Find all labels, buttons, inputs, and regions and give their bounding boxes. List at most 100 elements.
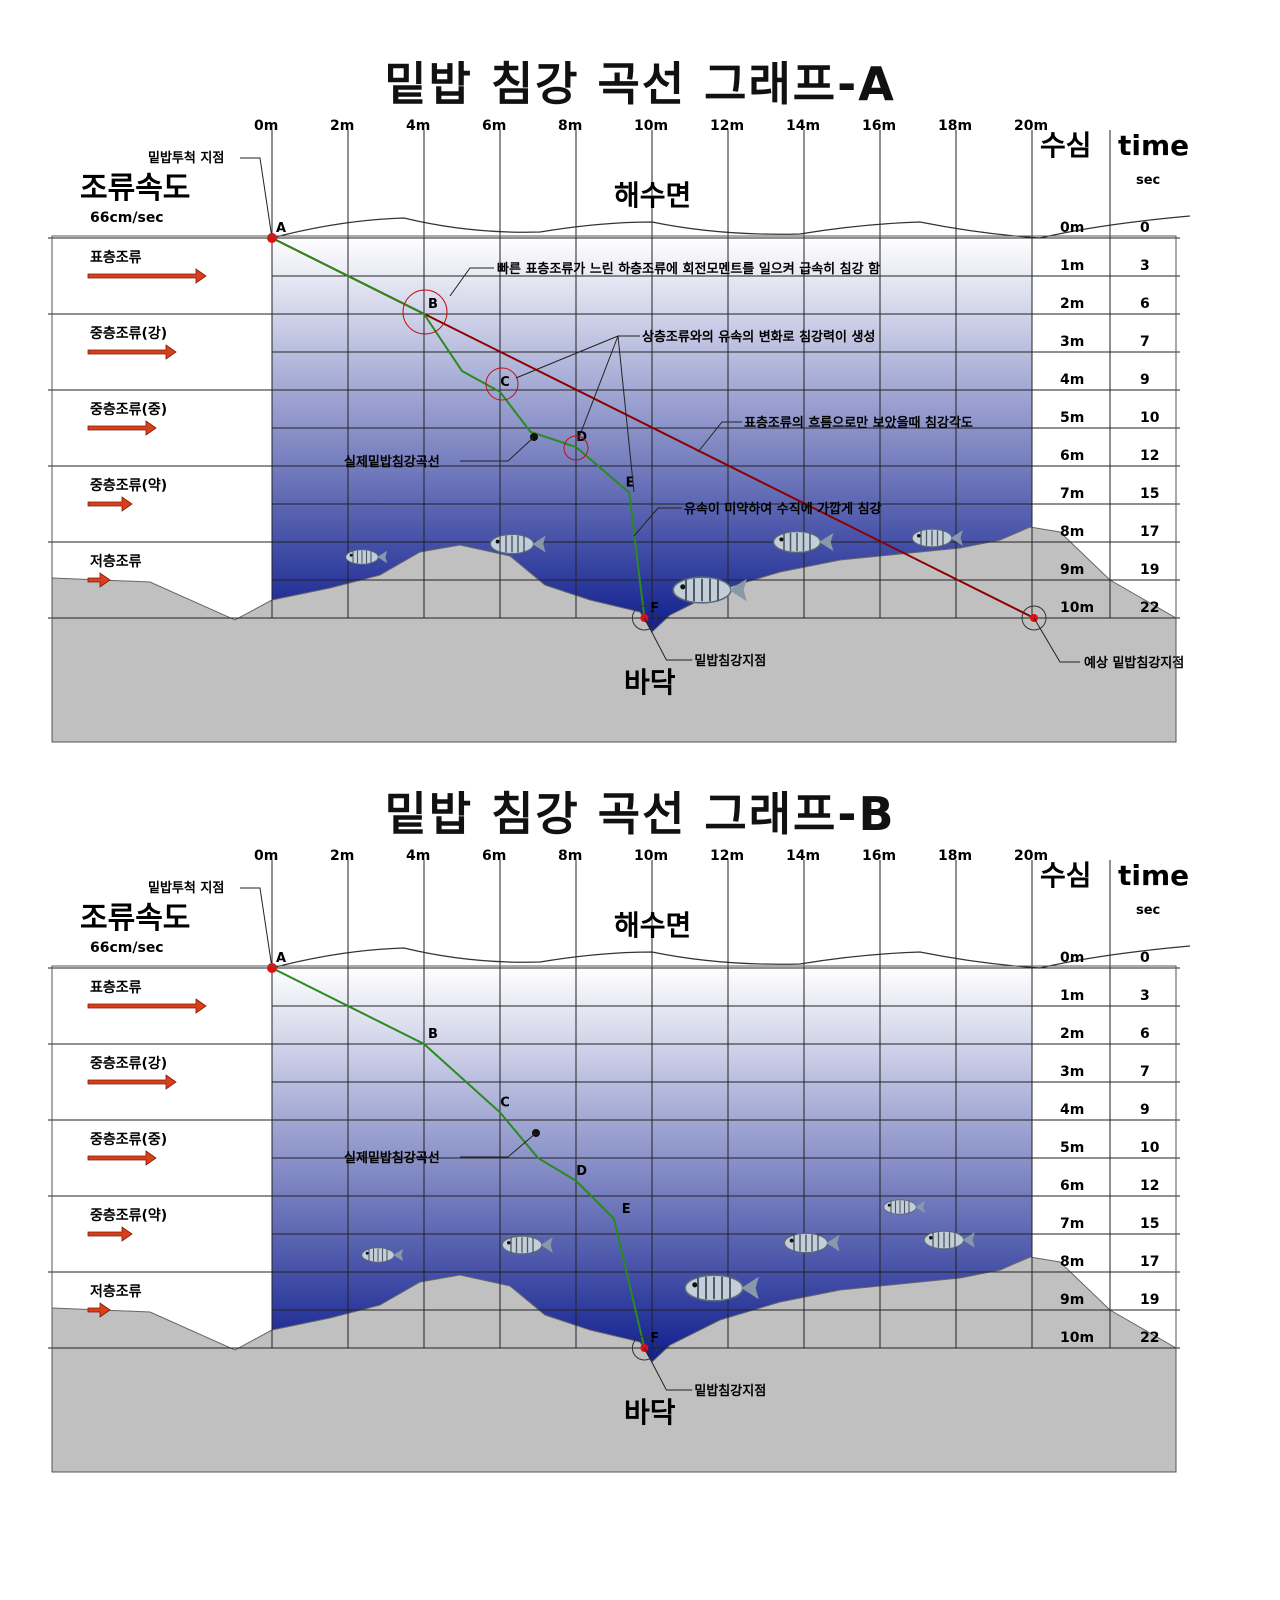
depth-label: 8m [1060, 1254, 1084, 1270]
distance-tick-label: 8m [558, 848, 582, 864]
seabed [51, 526, 1177, 743]
time-value: 6 [1140, 296, 1150, 312]
current-layer-label: 표층조류 [90, 980, 142, 996]
time-value: 15 [1140, 1216, 1159, 1232]
time-value: 6 [1140, 1026, 1150, 1042]
depth-label: 1m [1060, 258, 1084, 274]
time-value: 12 [1140, 1178, 1159, 1194]
annotation-text: 빠른 표층조류가 느린 하층조류에 회전모멘트를 일으켜 급속히 침강 함 [497, 261, 880, 277]
depth-label: 0m [1060, 220, 1084, 236]
fish-icon [345, 549, 388, 565]
current-arrow-icon [87, 344, 177, 360]
depth-label: 2m [1060, 1026, 1084, 1042]
time-value: 7 [1140, 334, 1150, 350]
rotation-circle [402, 289, 448, 335]
annotation-text: 상층조류와의 유속의 변화로 침강력이 생성 [642, 329, 875, 345]
landing-ring [631, 605, 657, 631]
time-value: 7 [1140, 1064, 1150, 1080]
rotation-circle [563, 435, 589, 461]
landing-leader [643, 617, 693, 661]
panel-b: 밑밥 침강 곡선 그래프-B 0m 2m 4m 6m 8m 10m 12m 14m 16m 18m… [0, 760, 1280, 1560]
depth-header: 수심 [1040, 129, 1092, 162]
curve-label-leader [460, 436, 535, 462]
time-value: 19 [1140, 1292, 1159, 1308]
annotation-leader [449, 267, 494, 297]
curve-point-label: E [622, 1202, 631, 1217]
curve-label-leader [460, 1132, 537, 1158]
time-value: 17 [1140, 1254, 1159, 1270]
cast-point-label: 밑밥투척 지점 [148, 150, 224, 166]
depth-label: 3m [1060, 1064, 1084, 1080]
time-header: time [1118, 859, 1189, 892]
distance-tick-label: 12m [710, 118, 744, 134]
time-value: 0 [1140, 220, 1150, 236]
depth-label: 6m [1060, 448, 1084, 464]
rotation-circle [485, 367, 519, 401]
bottom-label: 바닥 [624, 1396, 676, 1429]
depth-label: 6m [1060, 1178, 1084, 1194]
depth-label: 10m [1060, 600, 1094, 616]
panel-title: 밑밥 침강 곡선 그래프-A [384, 57, 896, 111]
diagram-frame [51, 965, 1177, 1473]
time-value: 22 [1140, 1330, 1159, 1346]
depth-label: 2m [1060, 296, 1084, 312]
distance-tick-label: 20m [1014, 848, 1048, 864]
depth-label: 7m [1060, 1216, 1084, 1232]
current-arrow-icon [87, 998, 207, 1014]
annotation-text: 유속이 미약하여 수직에 가깝게 침강 [684, 501, 882, 517]
current-layer-label: 중층조류(중) [90, 402, 167, 418]
time-value: 17 [1140, 524, 1159, 540]
depth-label: 4m [1060, 372, 1084, 388]
current-layer-label: 표층조류 [90, 250, 142, 266]
annotation-leader [697, 421, 742, 453]
curve-point-label: B [428, 297, 438, 312]
current-layer-label: 중층조류(강) [90, 325, 167, 342]
distance-tick-label: 2m [330, 118, 354, 134]
time-value: 10 [1140, 1140, 1160, 1156]
fish-icon [361, 1247, 404, 1263]
distance-tick-label: 0m [254, 118, 278, 134]
distance-tick-label: 8m [558, 118, 582, 134]
curve-point-label: E [626, 476, 635, 491]
distance-tick-label: 20m [1014, 118, 1048, 134]
depth-label: 10m [1060, 1330, 1094, 1346]
time-value: 22 [1140, 600, 1159, 616]
distance-tick-label: 16m [862, 118, 896, 134]
landing-leader [643, 1347, 693, 1391]
depth-header: 수심 [1040, 859, 1092, 892]
depth-label: 4m [1060, 1102, 1084, 1118]
distance-tick-label: 16m [862, 848, 896, 864]
distance-tick-label: 4m [406, 848, 430, 864]
current-arrow-icon [87, 1226, 133, 1242]
distance-tick-label: 14m [786, 848, 820, 864]
fish-icon [783, 1232, 840, 1254]
sea-surface-line [271, 215, 1191, 239]
annotation-text: 표층조류의 흐름으로만 보았을때 침강각도 [744, 415, 973, 431]
curve-point-label: C [500, 375, 510, 390]
current-layer-label: 중층조류(약) [90, 477, 167, 494]
current-layer-label: 중층조류(중) [90, 1132, 167, 1148]
actual-curve-label: 실제밑밥침강곡선 [344, 454, 440, 470]
current-arrow-icon [87, 1302, 111, 1318]
distance-tick-label: 18m [938, 848, 972, 864]
expected-landing-ring [1021, 605, 1047, 631]
time-header: time [1118, 129, 1189, 162]
bottom-label: 바닥 [624, 666, 676, 699]
current-arrow-icon [87, 1074, 177, 1090]
current-speed-title: 조류속도 [80, 171, 190, 206]
curve-point-label: F [650, 601, 659, 616]
fish-icon [911, 528, 963, 548]
depth-label: 9m [1060, 562, 1084, 578]
fish-icon [489, 533, 546, 555]
time-value: 15 [1140, 486, 1159, 502]
expected-landing-label: 예상 밑밥침강지점 [1084, 655, 1184, 671]
current-arrow-icon [87, 420, 157, 436]
curve-point-label: A [276, 951, 286, 966]
annotation-leader [633, 507, 682, 537]
current-arrow-icon [87, 268, 207, 284]
current-speed-value: 66cm/sec [90, 210, 164, 226]
time-value: 0 [1140, 950, 1150, 966]
landing-ring [631, 1335, 657, 1361]
